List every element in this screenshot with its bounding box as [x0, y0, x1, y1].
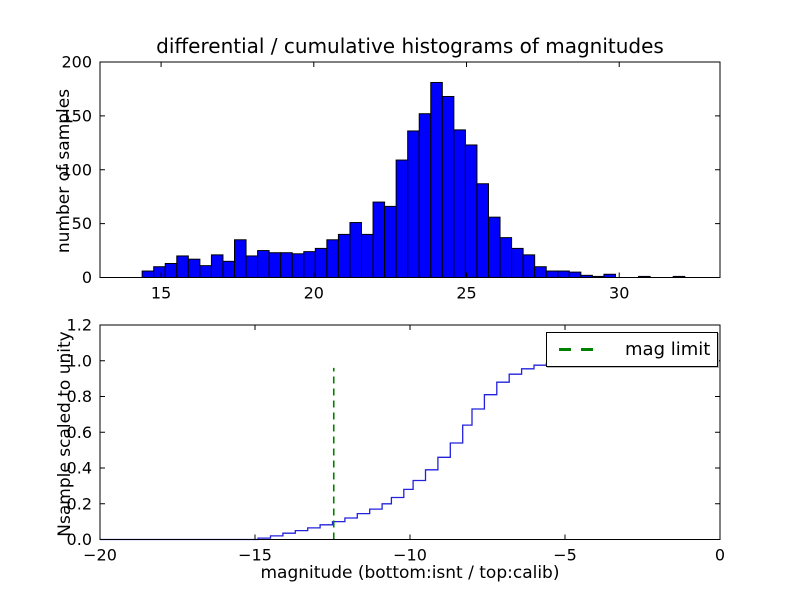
histogram-bar	[476, 183, 489, 279]
histogram-bar	[176, 255, 189, 278]
top-y-axis-label: number of samples	[54, 88, 74, 254]
histogram-bar	[337, 233, 351, 278]
histogram-bar	[372, 201, 386, 278]
y-tick-label: 0.4	[67, 459, 92, 478]
y-tick-label: 50	[72, 214, 92, 233]
x-tick-label: −5	[553, 546, 577, 565]
histogram-bar	[441, 95, 455, 279]
histogram-bar	[280, 252, 293, 278]
histogram-bar	[557, 270, 570, 279]
y-tick-label: 1.2	[67, 316, 92, 335]
y-tick-label: 100	[61, 160, 92, 179]
x-tick-label: 25	[456, 284, 476, 303]
legend: mag limit	[546, 332, 718, 367]
histogram-bar	[222, 260, 236, 278]
histogram-bar	[487, 216, 501, 279]
legend-label: mag limit	[625, 339, 711, 360]
histogram-bar	[499, 237, 513, 279]
y-tick-label: 0	[82, 268, 92, 287]
histogram-bar	[453, 129, 466, 278]
x-tick-label: 20	[304, 284, 324, 303]
y-tick-label: 200	[61, 53, 92, 72]
x-tick-label: −15	[238, 546, 272, 565]
bottom-y-axis-label: Nsample scaled to unity	[55, 331, 75, 537]
legend-dashed-line-icon	[559, 348, 603, 351]
histogram-bar	[268, 252, 282, 278]
x-tick-label: −10	[393, 546, 427, 565]
histogram-bar	[291, 253, 305, 278]
histogram-bar	[199, 265, 212, 278]
x-tick-label: 15	[151, 284, 171, 303]
histogram-bar	[234, 239, 247, 279]
histogram-bar	[360, 233, 374, 278]
y-tick-label: 0.2	[67, 494, 92, 513]
histogram-bar	[511, 247, 524, 279]
histogram-bar	[257, 250, 270, 278]
histogram-bar	[384, 205, 397, 278]
histogram-bar	[153, 266, 166, 279]
histogram-bar	[210, 254, 224, 278]
histogram-bar	[187, 258, 201, 278]
y-tick-label: 0.6	[67, 423, 92, 442]
cumulative-step-line	[100, 360, 720, 541]
histogram-bar	[164, 262, 178, 278]
y-tick-label: 1.0	[67, 351, 92, 370]
histogram-bar	[395, 159, 409, 279]
histogram-bar	[464, 144, 478, 278]
histogram-bar	[568, 271, 582, 278]
histogram-bar	[418, 113, 432, 278]
histogram-bar	[314, 247, 328, 279]
histogram-bar	[545, 270, 559, 279]
histogram-bar	[522, 254, 536, 278]
x-tick-label: −20	[83, 546, 117, 565]
figure-title: differential / cumulative histograms of …	[156, 34, 664, 58]
y-tick-label: 150	[61, 106, 92, 125]
histogram-bar	[326, 239, 339, 279]
histogram-bar	[245, 255, 259, 278]
histogram-bar	[349, 222, 362, 278]
histogram-bar	[430, 81, 443, 278]
x-tick-label: 0	[715, 546, 725, 565]
y-tick-label: 0.0	[67, 530, 92, 549]
histogram-bar	[534, 266, 547, 279]
histogram-bar	[407, 130, 420, 278]
bottom-x-axis-label: magnitude (bottom:isnt / top:calib)	[260, 563, 560, 583]
x-tick-label: 30	[609, 284, 629, 303]
histogram-bar	[141, 270, 155, 279]
y-tick-label: 0.8	[67, 387, 92, 406]
